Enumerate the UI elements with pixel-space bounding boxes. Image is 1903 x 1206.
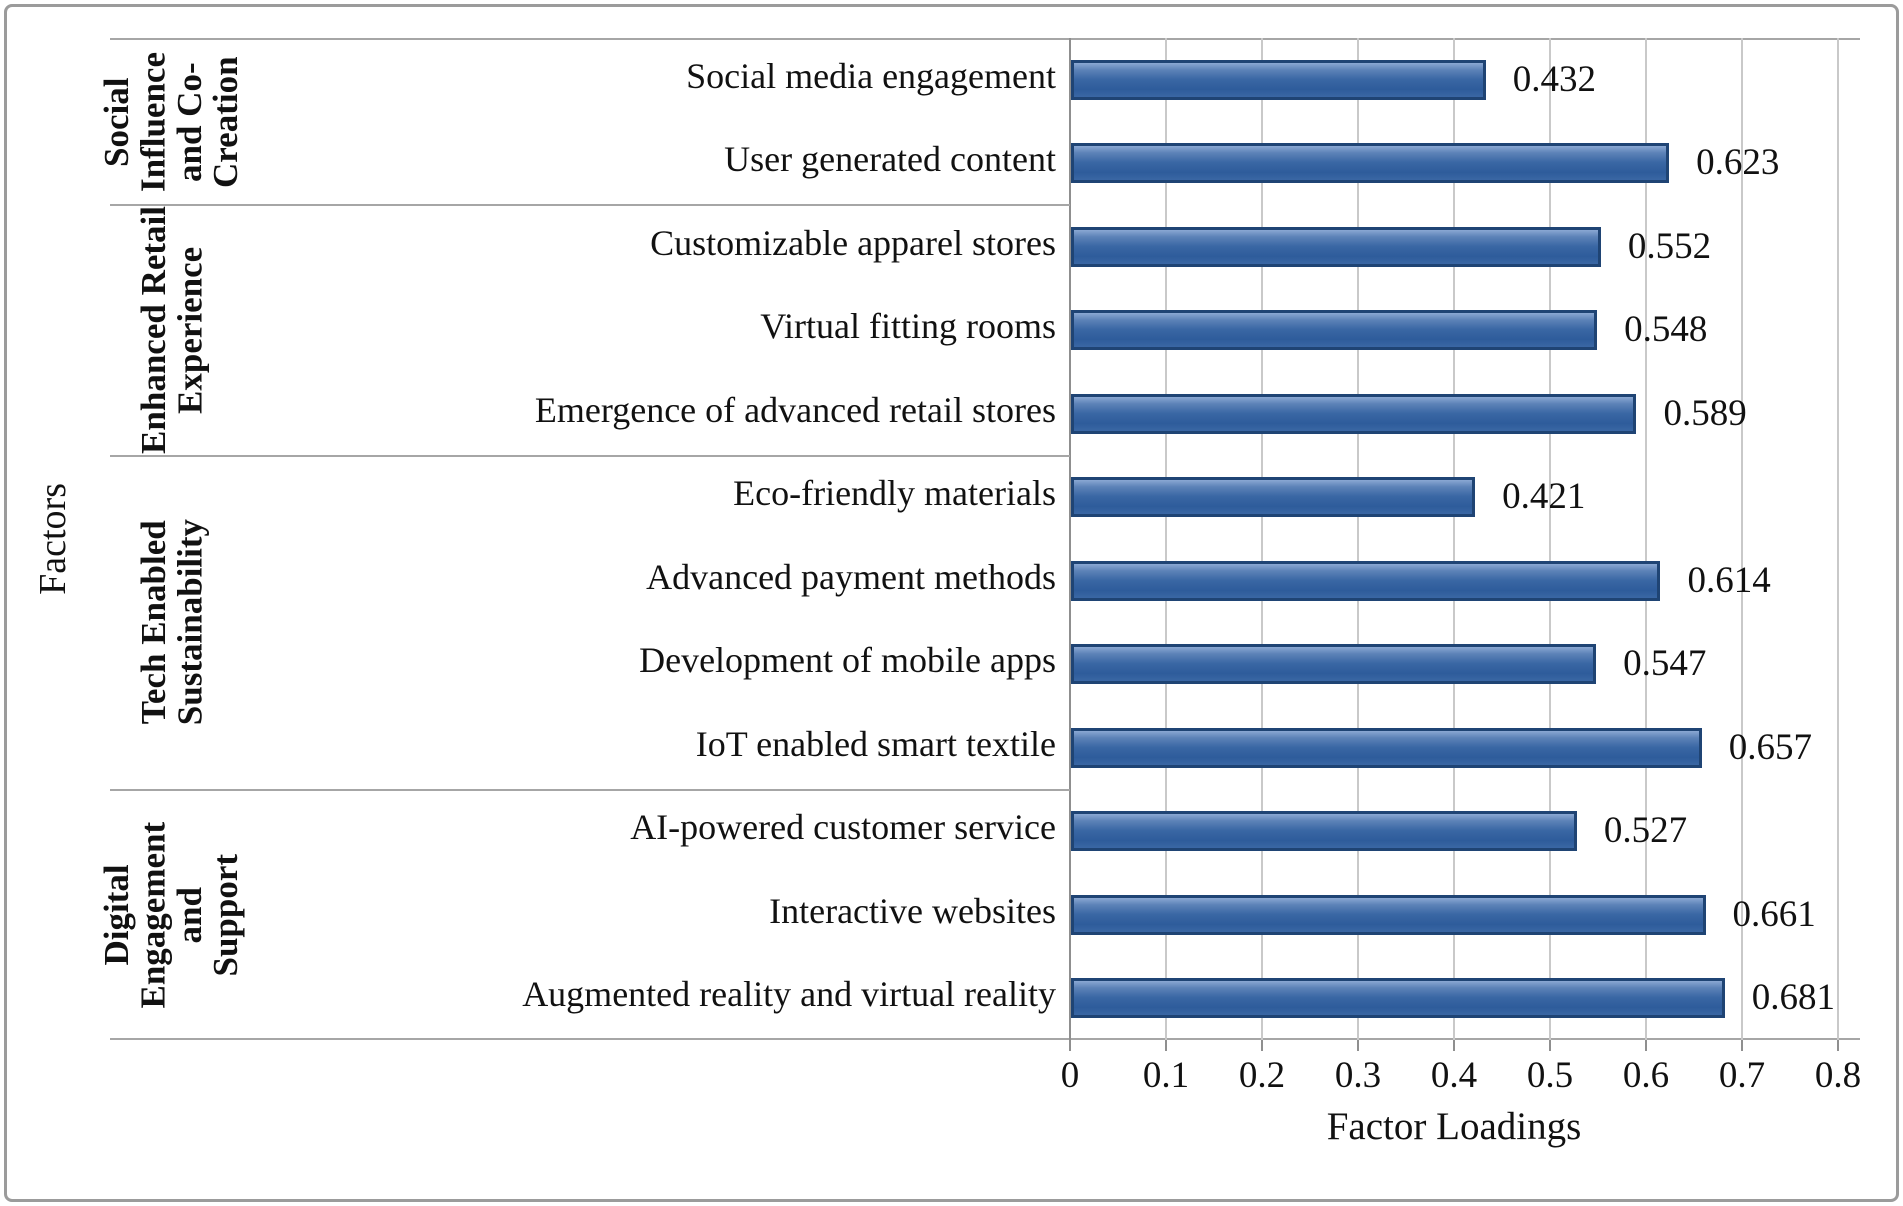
x-tick-label: 0.1	[1142, 1055, 1190, 1096]
axis-tick	[1165, 1040, 1167, 1051]
group-separator	[110, 204, 1070, 206]
category-label: Advanced payment methods	[646, 556, 1056, 597]
group-label: Digital Engagement and Support	[96, 790, 248, 1041]
bar-value-label: 0.681	[1751, 977, 1835, 1019]
group-label-text: Digital Engagement and Support	[97, 821, 246, 1009]
category-label: AI-powered customer service	[630, 807, 1056, 848]
group-label-text: Social Influence and Co- Creation	[97, 51, 246, 192]
bar	[1071, 59, 1486, 100]
x-tick-label: 0.8	[1814, 1055, 1862, 1096]
axis-tick	[1549, 1040, 1551, 1051]
bar-value-label: 0.432	[1512, 58, 1596, 100]
axis-tick	[1645, 1040, 1647, 1051]
x-tick-label: 0.4	[1430, 1055, 1478, 1096]
axis-tick	[1261, 1040, 1263, 1051]
gridline	[1453, 38, 1455, 1040]
bar-value-label: 0.548	[1624, 309, 1708, 351]
bar-value-label: 0.421	[1502, 476, 1586, 518]
group-separator	[110, 454, 1070, 457]
bar	[1071, 811, 1577, 852]
bar	[1071, 393, 1637, 434]
axis-tick	[1741, 1040, 1743, 1051]
bar	[1071, 894, 1706, 935]
x-axis-title: Factor Loadings	[1326, 1105, 1582, 1148]
bar	[1071, 143, 1670, 184]
gridline	[1645, 38, 1647, 1040]
bar	[1071, 477, 1476, 518]
bar-value-label: 0.623	[1696, 142, 1780, 184]
y-axis-title-text: Factors	[32, 483, 75, 595]
x-tick-label: 0.5	[1526, 1055, 1574, 1096]
group-label: Enhanced Retail Experience	[96, 205, 248, 456]
x-tick-label: 0.3	[1334, 1055, 1382, 1096]
axis-tick	[1069, 1040, 1071, 1051]
group-label-text: Tech Enabled Sustainability	[133, 519, 209, 726]
axis-table-border	[110, 38, 1860, 1040]
gridline	[1549, 38, 1551, 1040]
category-label: Social media engagement	[686, 55, 1056, 96]
group-label: Social Influence and Co- Creation	[96, 38, 248, 205]
bar-value-label: 0.589	[1663, 392, 1747, 434]
bar	[1071, 727, 1702, 768]
bar	[1071, 226, 1601, 267]
category-label: Interactive websites	[769, 890, 1056, 931]
bar-value-label: 0.552	[1627, 225, 1712, 267]
x-tick-label: 0.6	[1622, 1055, 1670, 1096]
category-label: Development of mobile apps	[639, 640, 1056, 681]
group-label-text: Enhanced Retail Experience	[133, 206, 209, 455]
category-label: Emergence of advanced retail stores	[534, 389, 1056, 430]
axis-tick	[1357, 1040, 1359, 1051]
gridline	[1165, 38, 1167, 1040]
bar-value-label: 0.657	[1728, 726, 1812, 768]
gridline	[1741, 38, 1743, 1040]
axis-tick	[1453, 1040, 1455, 1051]
category-label: IoT enabled smart textile	[695, 723, 1056, 764]
axis-tick	[1837, 1040, 1839, 1051]
x-tick-label: 0.7	[1718, 1055, 1766, 1096]
y-axis-title: Factors	[20, 38, 88, 1040]
bar	[1071, 978, 1725, 1019]
bar-value-label: 0.614	[1687, 559, 1771, 601]
x-tick-label: 0	[1060, 1055, 1080, 1096]
gridline	[1357, 38, 1359, 1040]
category-label: User generated content	[724, 139, 1056, 180]
x-tick-label: 0.2	[1238, 1055, 1286, 1096]
category-label: Eco-friendly materials	[733, 473, 1056, 514]
gridline	[1837, 38, 1839, 1040]
bar	[1071, 560, 1661, 601]
gridline	[1261, 38, 1263, 1040]
category-label: Augmented reality and virtual reality	[522, 974, 1056, 1015]
group-label: Tech Enabled Sustainability	[96, 456, 248, 790]
bar-value-label: 0.661	[1732, 893, 1816, 935]
y-axis-line	[1069, 38, 1071, 1051]
bar-value-label: 0.547	[1623, 643, 1707, 685]
group-separator	[110, 788, 1070, 791]
bar	[1071, 310, 1598, 351]
category-label: Customizable apparel stores	[650, 222, 1056, 263]
bar	[1071, 644, 1597, 685]
bar-value-label: 0.527	[1603, 810, 1688, 852]
category-label: Virtual fitting rooms	[760, 306, 1056, 347]
